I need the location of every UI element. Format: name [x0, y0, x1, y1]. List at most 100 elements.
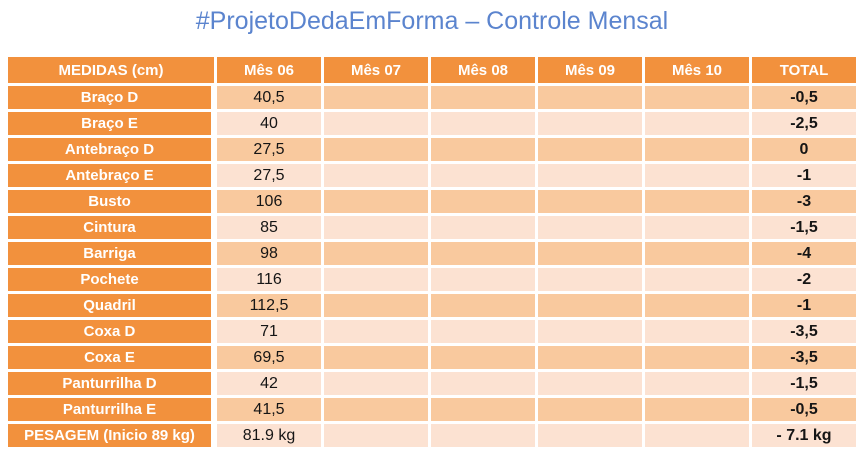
cell-mes-09 — [538, 398, 642, 421]
row-label: Antebraço D — [8, 138, 214, 161]
cell-mes-10 — [645, 138, 749, 161]
cell-mes-10 — [645, 398, 749, 421]
cell-mes-09 — [538, 372, 642, 395]
row-label: Busto — [8, 190, 214, 213]
row-label: Pochete — [8, 268, 214, 291]
cell-mes-10 — [645, 424, 749, 447]
cell-total: -3,5 — [752, 320, 856, 343]
column-header-total: TOTAL — [752, 57, 856, 83]
cell-mes-09 — [538, 86, 642, 109]
cell-mes-07 — [324, 164, 428, 187]
cell-mes-08 — [431, 346, 535, 369]
cell-total: -1,5 — [752, 216, 856, 239]
measurements-table: MEDIDAS (cm) Mês 06 Mês 07 Mês 08 Mês 09… — [8, 57, 856, 447]
column-header-medidas: MEDIDAS (cm) — [8, 57, 214, 83]
column-header-mes-10: Mês 10 — [645, 57, 749, 83]
cell-mes-06: 41,5 — [217, 398, 321, 421]
cell-total: 0 — [752, 138, 856, 161]
row-label: Coxa D — [8, 320, 214, 343]
row-label: Antebraço E — [8, 164, 214, 187]
column-header-mes-08: Mês 08 — [431, 57, 535, 83]
cell-total: -3 — [752, 190, 856, 213]
cell-mes-06: 116 — [217, 268, 321, 291]
cell-mes-07 — [324, 398, 428, 421]
cell-mes-08 — [431, 190, 535, 213]
cell-mes-08 — [431, 242, 535, 265]
row-label: Quadril — [8, 294, 214, 317]
cell-total: -4 — [752, 242, 856, 265]
cell-mes-09 — [538, 164, 642, 187]
cell-mes-07 — [324, 112, 428, 135]
cell-mes-07 — [324, 86, 428, 109]
cell-mes-09 — [538, 294, 642, 317]
cell-mes-07 — [324, 320, 428, 343]
cell-mes-09 — [538, 112, 642, 135]
cell-total: -1 — [752, 294, 856, 317]
cell-mes-09 — [538, 190, 642, 213]
cell-mes-06: 98 — [217, 242, 321, 265]
cell-mes-08 — [431, 112, 535, 135]
cell-mes-06: 27,5 — [217, 138, 321, 161]
cell-mes-08 — [431, 320, 535, 343]
cell-mes-08 — [431, 138, 535, 161]
cell-total: -1,5 — [752, 372, 856, 395]
cell-mes-07 — [324, 138, 428, 161]
row-label: Panturrilha D — [8, 372, 214, 395]
cell-mes-10 — [645, 346, 749, 369]
cell-mes-10 — [645, 216, 749, 239]
cell-mes-07 — [324, 216, 428, 239]
cell-mes-06: 69,5 — [217, 346, 321, 369]
cell-mes-08 — [431, 398, 535, 421]
cell-mes-06: 27,5 — [217, 164, 321, 187]
row-label: Coxa E — [8, 346, 214, 369]
cell-mes-10 — [645, 112, 749, 135]
cell-mes-06: 71 — [217, 320, 321, 343]
cell-mes-07 — [324, 190, 428, 213]
cell-total: -1 — [752, 164, 856, 187]
column-header-mes-06: Mês 06 — [217, 57, 321, 83]
cell-total: -0,5 — [752, 86, 856, 109]
cell-mes-10 — [645, 268, 749, 291]
cell-total: -3,5 — [752, 346, 856, 369]
row-label: Braço E — [8, 112, 214, 135]
cell-mes-08 — [431, 372, 535, 395]
cell-mes-09 — [538, 268, 642, 291]
cell-mes-09 — [538, 216, 642, 239]
cell-mes-08 — [431, 268, 535, 291]
cell-mes-10 — [645, 164, 749, 187]
cell-mes-08 — [431, 424, 535, 447]
cell-mes-10 — [645, 294, 749, 317]
cell-mes-09 — [538, 346, 642, 369]
column-header-mes-07: Mês 07 — [324, 57, 428, 83]
cell-mes-10 — [645, 320, 749, 343]
cell-mes-06: 106 — [217, 190, 321, 213]
cell-mes-07 — [324, 294, 428, 317]
cell-mes-06: 40 — [217, 112, 321, 135]
cell-total: -2 — [752, 268, 856, 291]
cell-mes-10 — [645, 190, 749, 213]
cell-mes-09 — [538, 320, 642, 343]
cell-total: -0,5 — [752, 398, 856, 421]
cell-mes-10 — [645, 242, 749, 265]
cell-mes-09 — [538, 424, 642, 447]
cell-mes-07 — [324, 372, 428, 395]
cell-mes-10 — [645, 86, 749, 109]
row-label: Panturrilha E — [8, 398, 214, 421]
cell-mes-08 — [431, 216, 535, 239]
page-title: #ProjetoDedaEmForma – Controle Mensal — [195, 7, 669, 35]
cell-total: - 7.1 kg — [752, 424, 856, 447]
row-label: Barriga — [8, 242, 214, 265]
cell-mes-06: 40,5 — [217, 86, 321, 109]
cell-mes-08 — [431, 164, 535, 187]
row-label: Braço D — [8, 86, 214, 109]
cell-mes-06: 112,5 — [217, 294, 321, 317]
column-header-mes-09: Mês 09 — [538, 57, 642, 83]
cell-mes-06: 42 — [217, 372, 321, 395]
cell-mes-08 — [431, 86, 535, 109]
cell-mes-09 — [538, 138, 642, 161]
row-label: Cintura — [8, 216, 214, 239]
cell-total: -2,5 — [752, 112, 856, 135]
cell-mes-07 — [324, 268, 428, 291]
cell-mes-10 — [645, 372, 749, 395]
